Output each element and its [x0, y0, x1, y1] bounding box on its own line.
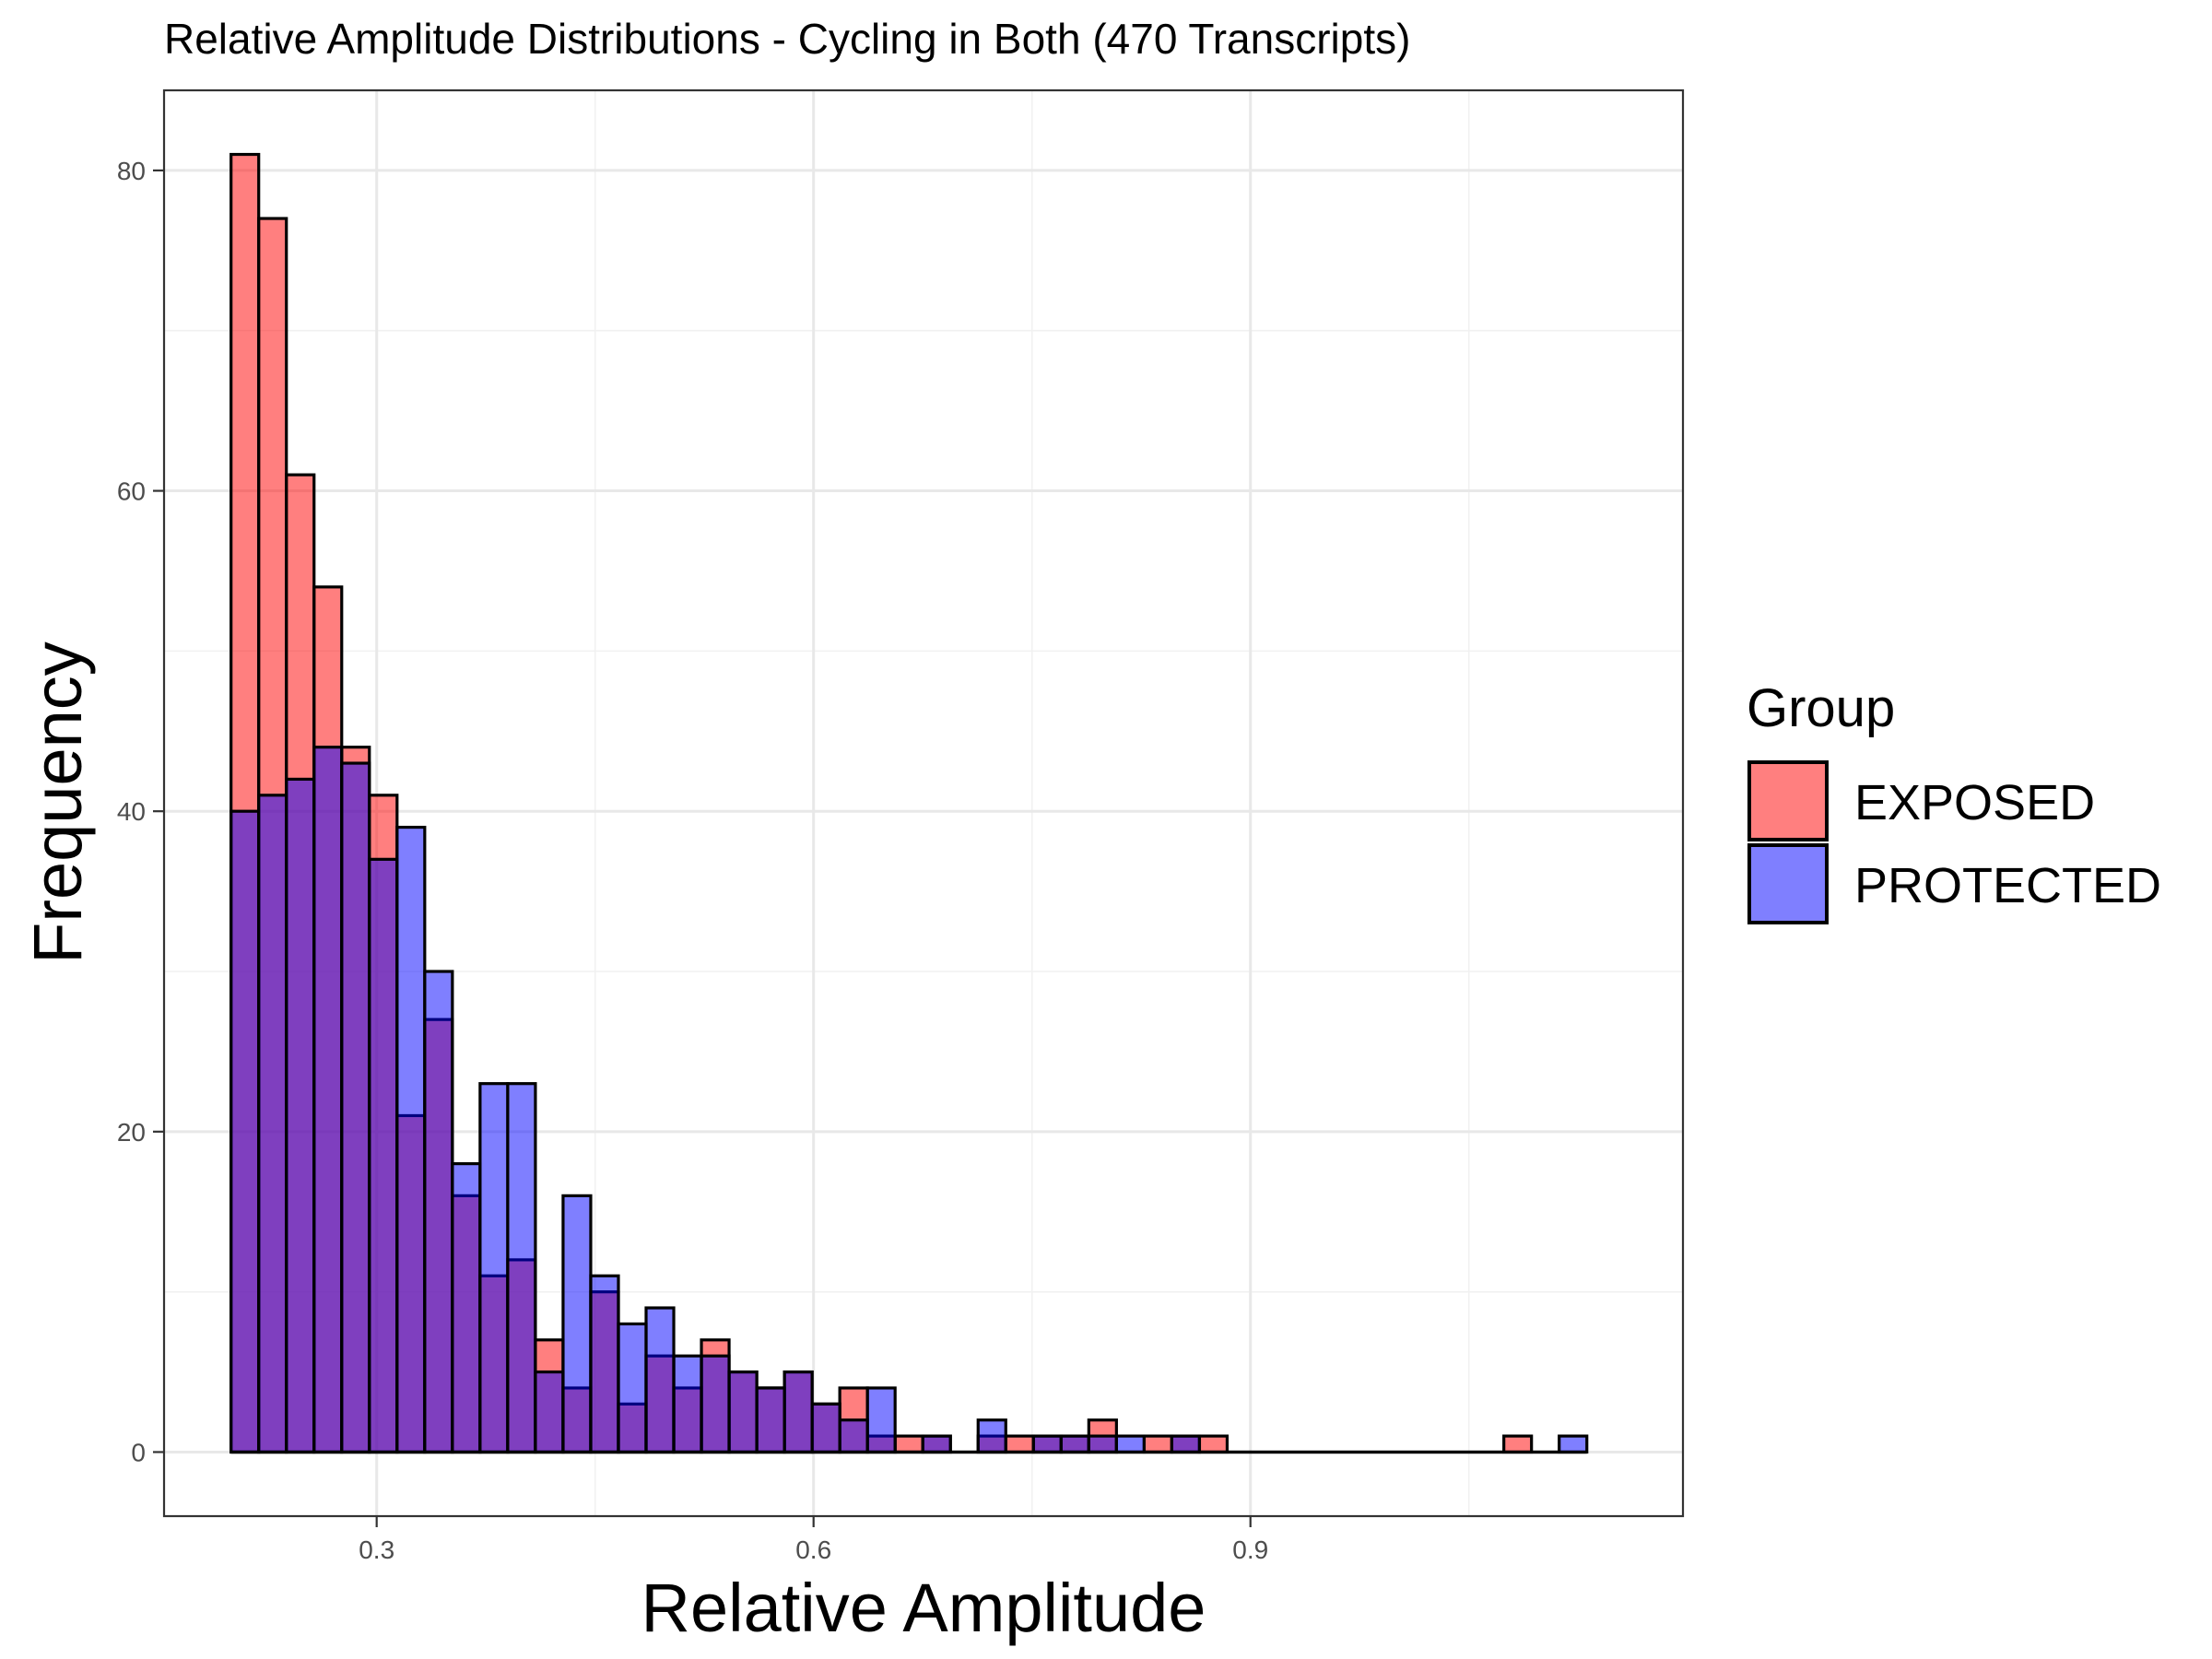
bar-exposed: [893, 1434, 924, 1454]
y-axis-label: Frequency: [19, 641, 96, 964]
x-tick-label: 0.6: [795, 1535, 831, 1564]
plot-panel: [162, 88, 1685, 1518]
plot-border: [162, 88, 1685, 1518]
bar-protected: [368, 857, 399, 1454]
x-tick-label: 0.3: [359, 1535, 394, 1564]
bar-protected: [782, 1370, 814, 1454]
bar-protected: [423, 970, 454, 1454]
series-protected: [229, 746, 1589, 1454]
y-tick-label: 80: [117, 157, 146, 185]
legend-label-exposed: EXPOSED: [1854, 775, 2095, 830]
bar-protected: [589, 1274, 620, 1454]
x-axis: 0.3 0.6 0.9: [359, 1516, 1268, 1564]
legend-key-exposed: [1747, 760, 1829, 841]
legend-title: Group: [1747, 678, 1895, 738]
bar-protected: [617, 1322, 648, 1454]
bar-protected: [865, 1386, 897, 1454]
y-tick-label: 0: [131, 1438, 146, 1466]
bar-protected: [727, 1370, 759, 1454]
bar-protected: [644, 1306, 676, 1454]
bar-protected: [1059, 1434, 1090, 1454]
bar-protected: [478, 1082, 510, 1454]
bar-protected: [395, 825, 427, 1454]
bar-protected: [257, 794, 288, 1454]
bar-protected: [810, 1402, 841, 1454]
bar-protected: [838, 1418, 869, 1454]
bar-protected: [285, 777, 316, 1454]
bar-protected: [755, 1386, 786, 1454]
bar-protected: [700, 1354, 731, 1454]
y-tick-label: 60: [117, 477, 146, 506]
bar-protected: [340, 761, 371, 1454]
bar-protected: [672, 1354, 703, 1454]
bar-protected: [561, 1194, 593, 1454]
bar-protected: [921, 1434, 952, 1454]
bar-exposed: [1197, 1434, 1230, 1454]
bar-protected: [1087, 1434, 1118, 1454]
bar-protected: [312, 746, 344, 1454]
bar-protected: [976, 1418, 1007, 1454]
legend: Group EXPOSED PROTECTED: [1747, 678, 2161, 924]
x-tick-label: 0.9: [1232, 1535, 1268, 1564]
bar-exposed: [1142, 1434, 1173, 1454]
x-axis-label: Relative Amplitude: [641, 1570, 1206, 1646]
bar-exposed: [1004, 1434, 1035, 1454]
bar-protected: [1558, 1434, 1589, 1454]
y-axis: 0 20 40 60 80: [117, 157, 164, 1466]
bar-protected: [534, 1370, 565, 1454]
chart-title: Relative Amplitude Distributions - Cycli…: [164, 15, 1410, 63]
bar-protected: [1170, 1434, 1202, 1454]
bar-protected: [1031, 1434, 1063, 1454]
bar-protected: [506, 1082, 537, 1454]
bar-exposed: [1502, 1434, 1534, 1454]
bar-protected: [451, 1161, 482, 1454]
y-tick-label: 20: [117, 1118, 146, 1147]
bar-protected: [1114, 1434, 1146, 1454]
bar-protected: [229, 809, 261, 1454]
legend-label-protected: PROTECTED: [1854, 858, 2161, 913]
y-tick-label: 40: [117, 797, 146, 826]
legend-key-protected: [1747, 843, 1829, 924]
